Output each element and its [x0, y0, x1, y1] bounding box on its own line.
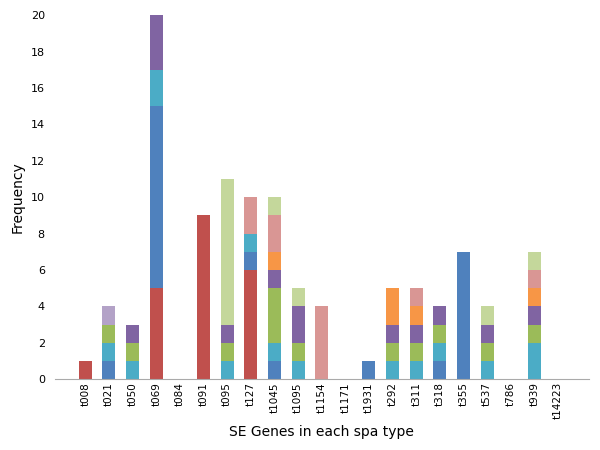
Bar: [433, 306, 446, 325]
Bar: [410, 325, 423, 343]
Bar: [150, 106, 163, 288]
Y-axis label: Frequency: Frequency: [11, 162, 25, 233]
Bar: [197, 216, 210, 379]
Bar: [244, 252, 257, 270]
X-axis label: SE Genes in each spa type: SE Genes in each spa type: [229, 425, 414, 439]
Bar: [126, 343, 139, 361]
Bar: [386, 288, 399, 325]
Bar: [292, 288, 305, 306]
Bar: [386, 343, 399, 361]
Bar: [528, 270, 541, 288]
Bar: [150, 15, 163, 70]
Bar: [433, 361, 446, 379]
Bar: [221, 343, 233, 361]
Bar: [528, 306, 541, 325]
Bar: [103, 343, 115, 361]
Bar: [528, 252, 541, 270]
Bar: [268, 216, 281, 252]
Bar: [386, 325, 399, 343]
Bar: [410, 306, 423, 325]
Bar: [103, 361, 115, 379]
Bar: [410, 361, 423, 379]
Bar: [268, 197, 281, 216]
Bar: [433, 343, 446, 361]
Bar: [268, 343, 281, 361]
Bar: [221, 179, 233, 325]
Bar: [79, 361, 92, 379]
Bar: [362, 361, 376, 379]
Bar: [103, 306, 115, 325]
Bar: [268, 270, 281, 288]
Bar: [292, 361, 305, 379]
Bar: [481, 306, 494, 325]
Bar: [244, 234, 257, 252]
Bar: [528, 325, 541, 343]
Bar: [528, 343, 541, 379]
Bar: [386, 361, 399, 379]
Bar: [315, 306, 328, 379]
Bar: [244, 197, 257, 234]
Bar: [292, 343, 305, 361]
Bar: [268, 361, 281, 379]
Bar: [103, 325, 115, 343]
Bar: [150, 70, 163, 106]
Bar: [150, 288, 163, 379]
Bar: [268, 288, 281, 343]
Bar: [481, 361, 494, 379]
Bar: [221, 361, 233, 379]
Bar: [481, 325, 494, 343]
Bar: [433, 325, 446, 343]
Bar: [457, 252, 470, 379]
Bar: [126, 361, 139, 379]
Bar: [244, 270, 257, 379]
Bar: [410, 343, 423, 361]
Bar: [292, 306, 305, 343]
Bar: [126, 325, 139, 343]
Bar: [481, 343, 494, 361]
Bar: [528, 288, 541, 306]
Bar: [410, 288, 423, 306]
Bar: [268, 252, 281, 270]
Bar: [221, 325, 233, 343]
